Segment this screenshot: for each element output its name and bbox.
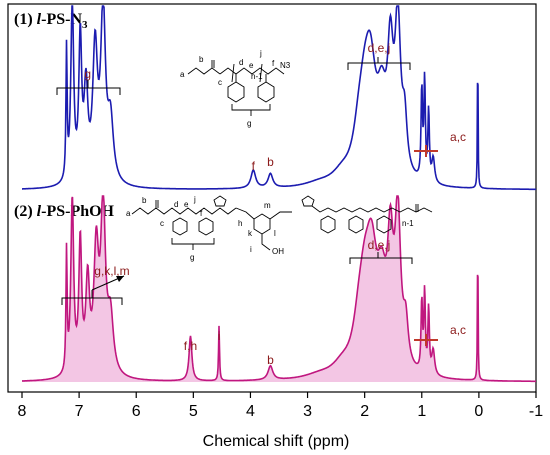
- x-tick-label: 0: [474, 403, 483, 420]
- svg-text:d: d: [174, 200, 178, 209]
- svg-text:c: c: [160, 219, 164, 228]
- svg-text:b: b: [142, 196, 147, 205]
- spectrum-2-peak-label: a,c: [450, 323, 466, 337]
- svg-text:a: a: [126, 209, 131, 218]
- x-tick-label: 8: [18, 403, 27, 420]
- bracket-dej-2: [349, 252, 413, 264]
- spectrum-2-line: [22, 195, 536, 383]
- spectrum-1-peak-label: b: [267, 155, 274, 169]
- bracket-gklm-2: [61, 290, 123, 305]
- bracket-g-1: [56, 80, 121, 95]
- svg-text:f: f: [272, 59, 275, 68]
- spectrum-1-line: [22, 5, 536, 191]
- svg-text:m: m: [264, 201, 271, 210]
- plot-frame: [7, 3, 537, 393]
- spectrum-2-fill: [22, 196, 536, 382]
- arrow-head-gklm: [116, 276, 124, 282]
- x-tick-label: 5: [189, 403, 198, 420]
- svg-text:e: e: [184, 200, 189, 209]
- svg-text:g: g: [190, 253, 194, 262]
- x-tick-label: 2: [360, 403, 369, 420]
- svg-text:b: b: [199, 55, 204, 64]
- x-tick-label: 6: [132, 403, 141, 420]
- spectrum-2-peak-label: f,h: [184, 339, 197, 353]
- svg-text:e: e: [249, 61, 254, 70]
- x-tick-label: 1: [417, 403, 426, 420]
- spectrum-2-title: (2) l-PS-PhOH: [14, 203, 115, 220]
- svg-text:d: d: [239, 58, 243, 67]
- svg-text:N3: N3: [280, 61, 291, 70]
- svg-text:n-1: n-1: [251, 72, 263, 81]
- x-axis-title: Chemical shift (ppm): [203, 433, 350, 450]
- bracket-dej-1: [347, 57, 411, 70]
- svg-text:j: j: [259, 49, 262, 58]
- structure-1: a b c d e j f n-1 N3 g: [180, 49, 291, 128]
- svg-text:h: h: [238, 219, 242, 228]
- svg-text:g: g: [247, 119, 251, 128]
- spectrum-1-peak-label: a,c: [450, 130, 466, 144]
- spectrum-1-peak-label: g: [84, 67, 91, 81]
- svg-text:i: i: [250, 245, 252, 254]
- svg-text:l: l: [274, 229, 276, 238]
- x-tick-label: 7: [75, 403, 84, 420]
- x-axis: 8 7 6 5 4 3 2 1 0 -1: [18, 392, 543, 420]
- x-tick-label: 4: [246, 403, 255, 420]
- svg-text:OH: OH: [272, 247, 284, 256]
- svg-text:j: j: [193, 195, 196, 204]
- svg-text:a: a: [180, 70, 185, 79]
- spectrum-2-peak-label: i: [218, 329, 221, 343]
- spectrum-1-title: (1) l-PS-N3: [14, 11, 88, 31]
- svg-text:k: k: [248, 229, 253, 238]
- x-tick-label: -1: [529, 403, 543, 420]
- spectrum-2-peak-label: d,e,j: [368, 238, 391, 252]
- svg-text:n-1: n-1: [402, 219, 414, 228]
- x-tick-label: 3: [303, 403, 312, 420]
- spectrum-2-peak-label: g,k,l,m: [94, 264, 129, 278]
- svg-text:f: f: [200, 209, 203, 218]
- spectrum-2-peak-label: b: [267, 353, 274, 367]
- svg-text:c: c: [218, 78, 222, 87]
- spectrum-1-peak-label: d,e,j: [368, 41, 391, 55]
- spectrum-1-peak-label: f: [252, 159, 256, 173]
- structure-2: a b c d e j f h m k l i OH n-1 g: [126, 195, 433, 262]
